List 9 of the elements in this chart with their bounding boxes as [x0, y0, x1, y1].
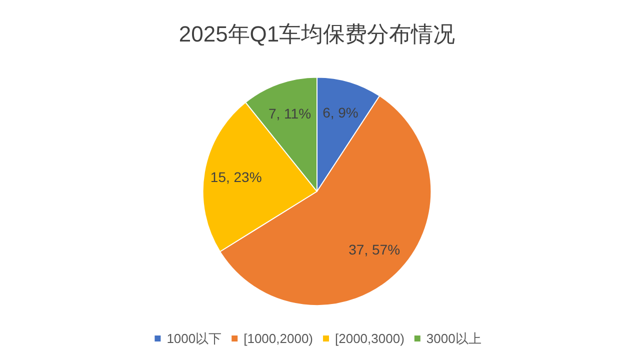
- legend-label: [1000,2000): [244, 331, 314, 346]
- chart-title: 2025年Q1车均保费分布情况: [178, 22, 456, 46]
- legend-label: 1000以下: [166, 331, 222, 346]
- data-label: 15, 23%: [210, 169, 262, 186]
- legend-label: 3000以上: [426, 331, 482, 346]
- data-label: 37, 57%: [348, 242, 400, 258]
- data-label: 6, 9%: [322, 104, 358, 120]
- legend-label: [2000,3000): [335, 331, 404, 346]
- data-label: 7, 11%: [268, 106, 312, 122]
